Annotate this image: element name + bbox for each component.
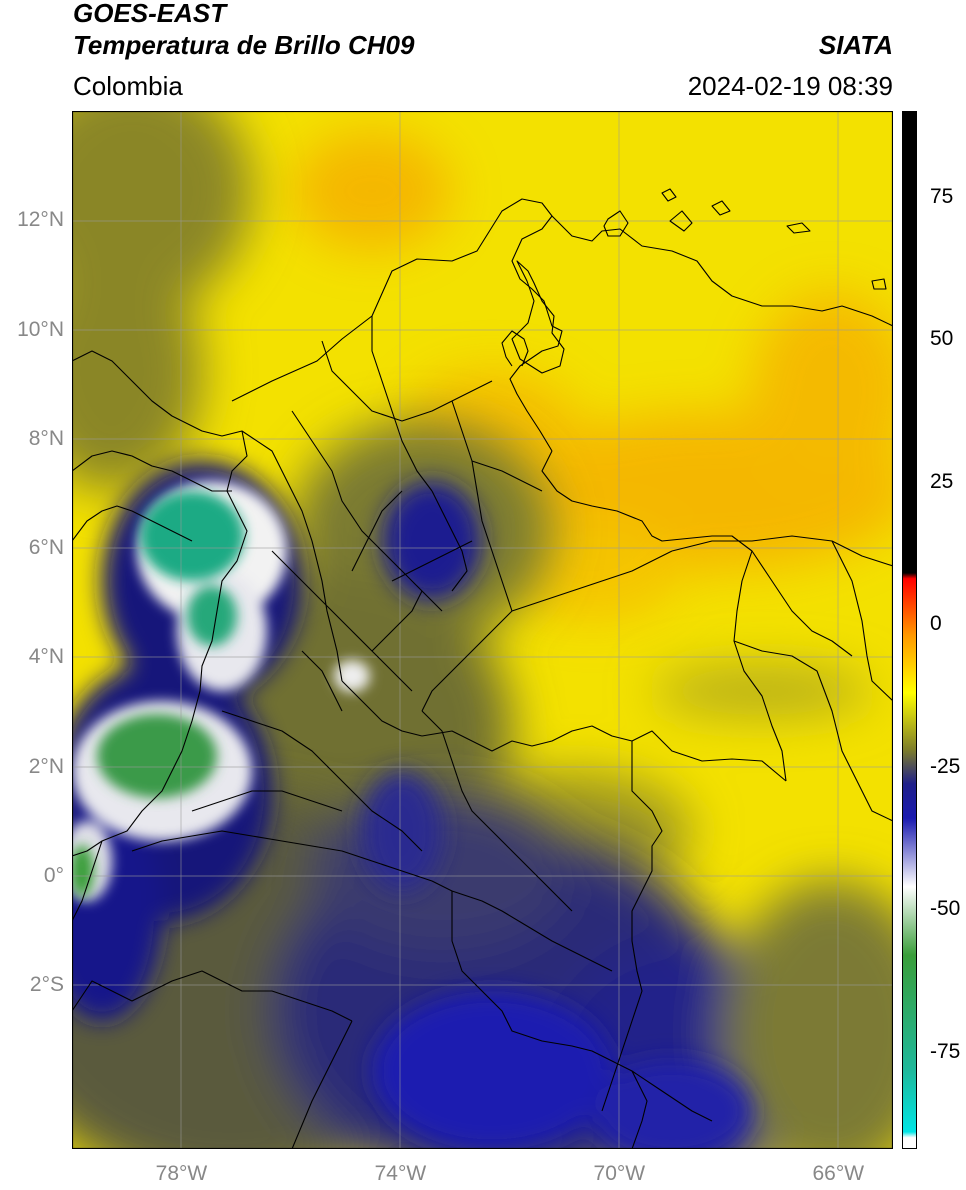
lat-tick-label: 6°N bbox=[28, 536, 64, 560]
product-title: Temperatura de Brillo CH09 bbox=[73, 30, 415, 60]
lat-tick-label: 2°N bbox=[28, 754, 64, 778]
satellite-map bbox=[72, 111, 893, 1149]
lon-tick-label: 70°W bbox=[593, 1162, 646, 1185]
lon-tick-label: 66°W bbox=[812, 1162, 865, 1185]
lat-tick-label: 8°N bbox=[28, 426, 64, 450]
colorbar bbox=[902, 111, 917, 1149]
colorbar-tick-label: -50 bbox=[930, 897, 961, 921]
lon-tick-label: 78°W bbox=[155, 1162, 208, 1185]
lat-tick-label: 10°N bbox=[17, 317, 64, 341]
lat-tick-label: 2°S bbox=[29, 973, 64, 997]
region-label: Colombia bbox=[73, 71, 183, 101]
brightness-temperature-field bbox=[72, 111, 893, 1149]
colorbar-tick-label: 50 bbox=[930, 327, 954, 351]
graticule bbox=[72, 111, 893, 1149]
lat-tick-label: 4°N bbox=[28, 645, 64, 669]
colorbar-tick-label: 0 bbox=[930, 612, 942, 636]
source-label: SIATA bbox=[818, 30, 893, 60]
timestamp-label: 2024-02-19 08:39 bbox=[687, 71, 893, 101]
lat-tick-label: 12°N bbox=[17, 208, 64, 232]
lon-tick-label: 74°W bbox=[374, 1162, 427, 1185]
colorbar-tick-label: 75 bbox=[930, 184, 954, 208]
borders bbox=[72, 188, 893, 1149]
colorbar-tick-label: 25 bbox=[930, 469, 954, 493]
satellite-title: GOES-EAST bbox=[73, 0, 227, 28]
lat-tick-label: 0° bbox=[43, 863, 64, 887]
colorbar-tick-label: -75 bbox=[930, 1040, 961, 1064]
colorbar-tick-label: -25 bbox=[930, 754, 961, 778]
